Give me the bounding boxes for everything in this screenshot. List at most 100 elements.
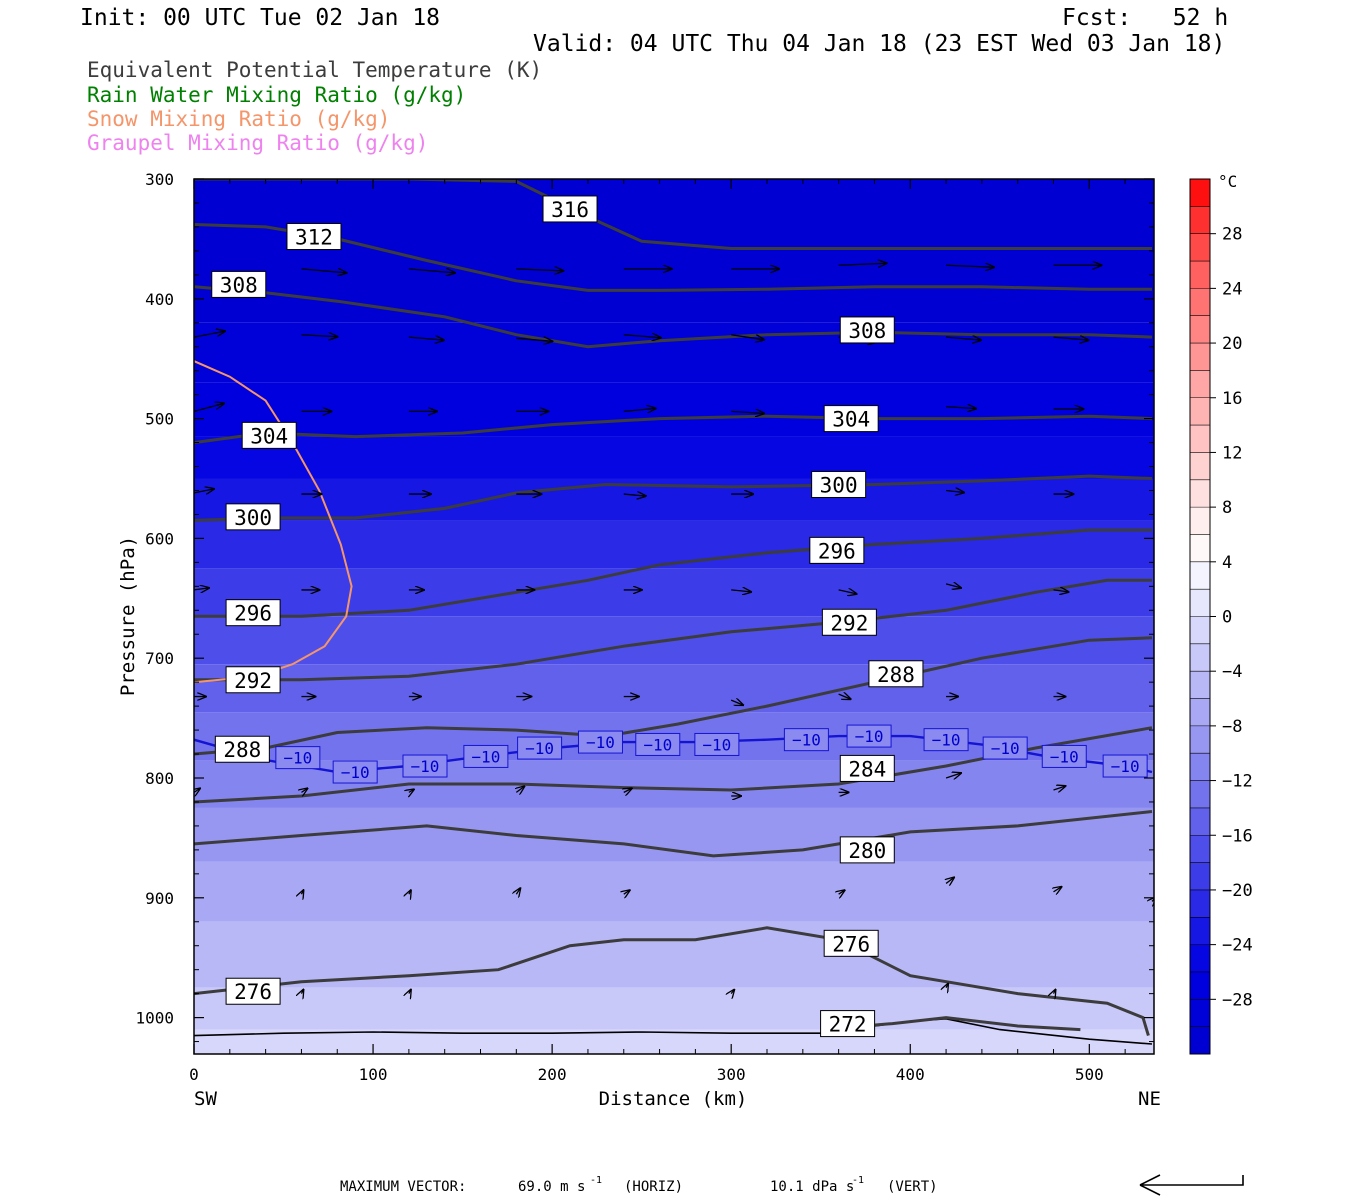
colorbar-tick-label: 28 <box>1222 225 1242 245</box>
theta-e-label: 292 <box>225 666 281 694</box>
surface-contour-line <box>194 1017 1153 1045</box>
isotherm-label-box <box>846 724 892 748</box>
isotherm-label: −10 <box>275 746 321 770</box>
max-vector-horiz-exponent: -1 <box>590 1175 602 1186</box>
temperature-band <box>194 921 1154 988</box>
wind-vector-arrow <box>1054 990 1056 994</box>
wind-vector-arrow <box>194 788 200 792</box>
theta-e-contour-316 <box>194 179 1152 250</box>
plot-frame <box>193 178 1155 1055</box>
theta-e-label-box <box>823 405 879 433</box>
colorbar-segment <box>1190 807 1210 836</box>
colorbar-tick-label: 4 <box>1222 553 1232 573</box>
colorbar-segment <box>1190 643 1210 672</box>
temperature-band <box>194 987 1154 1030</box>
temperature-band <box>194 179 1154 323</box>
wind-vector-arrow <box>624 788 632 792</box>
isotherm-label-box <box>1041 744 1087 768</box>
theta-e-label-text: 308 <box>848 319 886 343</box>
theta-e-label-text: 284 <box>848 757 886 781</box>
isotherm-label-box <box>635 732 681 756</box>
legend-theta-e: Equivalent Potential Temperature (K) <box>87 58 542 82</box>
colorbar-segment <box>1190 425 1210 453</box>
max-vector-vert-value: 10.1 dPa s <box>770 1179 854 1195</box>
wind-vector-arrow <box>409 990 411 994</box>
colorbar-segment <box>1190 343 1210 371</box>
temperature-band <box>194 436 1154 479</box>
theta-e-label-box <box>809 536 865 564</box>
colorbar-tick-label: −20 <box>1222 881 1253 901</box>
colorbar-segment <box>1190 862 1210 891</box>
legend-graupel: Graupel Mixing Ratio (g/kg) <box>87 131 428 155</box>
temperature-band <box>194 1029 1154 1054</box>
init-time-label: Init: 00 UTC Tue 02 Jan 18 <box>80 5 440 31</box>
colorbar-segment <box>1190 397 1210 426</box>
theta-e-contour-308 <box>194 285 1153 349</box>
isotherm-label: −10 <box>982 736 1028 760</box>
theta-e-label: 296 <box>225 599 281 627</box>
isotherm-label: −10 <box>577 730 623 754</box>
isotherm-label-text: −10 <box>792 731 821 750</box>
isotherm-label-text: −10 <box>991 739 1020 758</box>
y-axis-label: Pressure (hPa) <box>117 536 139 696</box>
colorbar-segment <box>1190 944 1210 973</box>
isotherm-label-text: −10 <box>855 727 884 746</box>
theta-e-label-text: 296 <box>234 602 272 626</box>
isotherm-label-box <box>577 730 623 754</box>
colorbar-segment <box>1190 233 1210 262</box>
wind-vector-arrow <box>731 334 764 340</box>
wind-vector-arrow <box>516 888 520 894</box>
theta-e-contour-288 <box>194 636 1153 756</box>
max-vector-footer: MAXIMUM VECTOR: 69.0 m s -1 (HORIZ) 10.1… <box>340 1174 1244 1196</box>
isotherm-label: −10 <box>846 724 892 748</box>
wind-vector-arrow <box>409 789 414 792</box>
colorbar-segment <box>1190 561 1210 590</box>
wind-vector-arrow <box>301 990 303 994</box>
max-vector-vert-exponent: -1 <box>852 1175 864 1186</box>
wind-vector-arrow <box>301 788 307 792</box>
wind-vector-arrow <box>1053 590 1069 592</box>
colorbar-segment <box>1190 179 1210 207</box>
colorbar-segment <box>1190 917 1210 946</box>
isotherm-label-text: −10 <box>471 747 500 766</box>
colorbar: °C 28 24 20 16 12 8 4 0 −4 −8 −12 −16 −20 −24 −28 <box>1189 172 1253 1055</box>
isotherm-label-box <box>275 746 321 770</box>
colorbar-segment <box>1190 1026 1210 1055</box>
legend-rain-water: Rain Water Mixing Ratio (g/kg) <box>87 83 466 107</box>
colorbar-segment <box>1190 780 1210 809</box>
temperature-band <box>194 568 1154 617</box>
isotherm-label-box <box>923 728 969 752</box>
theta-e-label-box <box>225 599 281 627</box>
isotherm-label: −10 <box>332 760 378 784</box>
colorbar-segment <box>1190 261 1210 289</box>
isotherm-label-box <box>402 754 448 778</box>
wind-vector-arrow <box>946 337 981 340</box>
isotherm-label-text: −10 <box>702 735 731 754</box>
isotherm-label: −10 <box>635 732 681 756</box>
colorbar-tick-label: −4 <box>1222 662 1242 682</box>
colorbar-segment <box>1190 889 1210 918</box>
y-tick-label: 1000 <box>135 1009 174 1028</box>
max-vector-horiz-value: 69.0 m s <box>518 1179 585 1195</box>
x-axis-label: Distance (km) <box>599 1088 748 1110</box>
x-axis-right-end-label: NE <box>1138 1088 1161 1110</box>
isotherm-label-text: −10 <box>341 763 370 782</box>
colorbar-segment <box>1190 370 1210 399</box>
theta-e-label-text: 296 <box>818 539 856 563</box>
wind-vector-arrow <box>301 890 303 894</box>
colorbar-segment <box>1190 671 1210 700</box>
theta-e-label: 272 <box>820 1010 876 1038</box>
y-tick-label: 400 <box>145 290 174 309</box>
temperature-band <box>194 861 1154 922</box>
colorbar-segment <box>1190 698 1210 727</box>
isotherm-label-box <box>517 736 563 760</box>
theta-e-label: 292 <box>821 608 877 636</box>
wind-vector-arrow <box>839 890 845 894</box>
isotherm-label-box <box>463 744 509 768</box>
theta-e-label-box <box>811 470 867 498</box>
max-vector-vert-unit: (VERT) <box>887 1179 938 1195</box>
colorbar-segment <box>1190 534 1210 563</box>
theta-e-label: 304 <box>241 421 297 449</box>
theta-e-label: 288 <box>214 735 270 763</box>
wind-vector-arrow <box>1053 786 1066 790</box>
